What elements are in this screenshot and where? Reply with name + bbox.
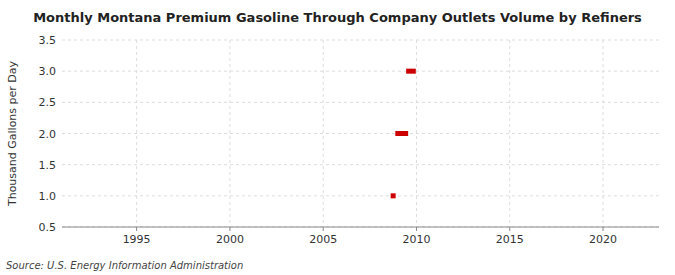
x-tick-label: 2000 bbox=[216, 233, 244, 246]
x-tick-label: 1995 bbox=[123, 233, 151, 246]
x-tick bbox=[323, 227, 324, 231]
grid bbox=[62, 40, 659, 227]
x-tick bbox=[509, 227, 510, 231]
point bbox=[403, 131, 408, 136]
y-tick-label: 2.5 bbox=[39, 96, 57, 109]
x-tick bbox=[136, 227, 137, 231]
grid-line bbox=[509, 40, 510, 227]
x-tick-label: 2010 bbox=[402, 233, 430, 246]
source: Source: U.S. Energy Information Administ… bbox=[6, 260, 243, 271]
point bbox=[406, 69, 411, 74]
grid-line bbox=[62, 71, 659, 72]
x-tick bbox=[416, 227, 417, 231]
x-tick-label: 2005 bbox=[309, 233, 337, 246]
background bbox=[0, 0, 675, 275]
grid-line bbox=[62, 102, 659, 103]
x-tick bbox=[603, 227, 604, 231]
y-tick-label: 3.0 bbox=[39, 65, 57, 78]
x-tick-label: 2015 bbox=[496, 233, 524, 246]
title: Monthly Montana Premium Gasoline Through… bbox=[33, 10, 642, 25]
grid-line bbox=[62, 133, 659, 134]
y-tick-label: 3.5 bbox=[39, 34, 57, 47]
y-tick-label: 0.5 bbox=[39, 221, 57, 234]
x-tick bbox=[229, 227, 230, 231]
point bbox=[411, 69, 416, 74]
grid-line bbox=[62, 227, 659, 228]
grid-line bbox=[62, 195, 659, 196]
grid-line bbox=[62, 40, 659, 41]
grid-line bbox=[62, 164, 659, 165]
y-tick-label: 1.0 bbox=[39, 190, 57, 203]
x-axis-line bbox=[62, 227, 659, 228]
y-tick-label: 1.5 bbox=[39, 159, 57, 172]
x-tick-label: 2020 bbox=[589, 233, 617, 246]
y-tick-label: 2.0 bbox=[39, 128, 57, 141]
chart: 1995 2000 2005 2010 2015 2020 0.5 1.0 1.5 2.0 2.5 3… bbox=[0, 0, 675, 275]
point bbox=[391, 193, 396, 198]
points bbox=[391, 69, 416, 199]
y-axis-label: Thousand Gallons per Day bbox=[6, 60, 19, 207]
